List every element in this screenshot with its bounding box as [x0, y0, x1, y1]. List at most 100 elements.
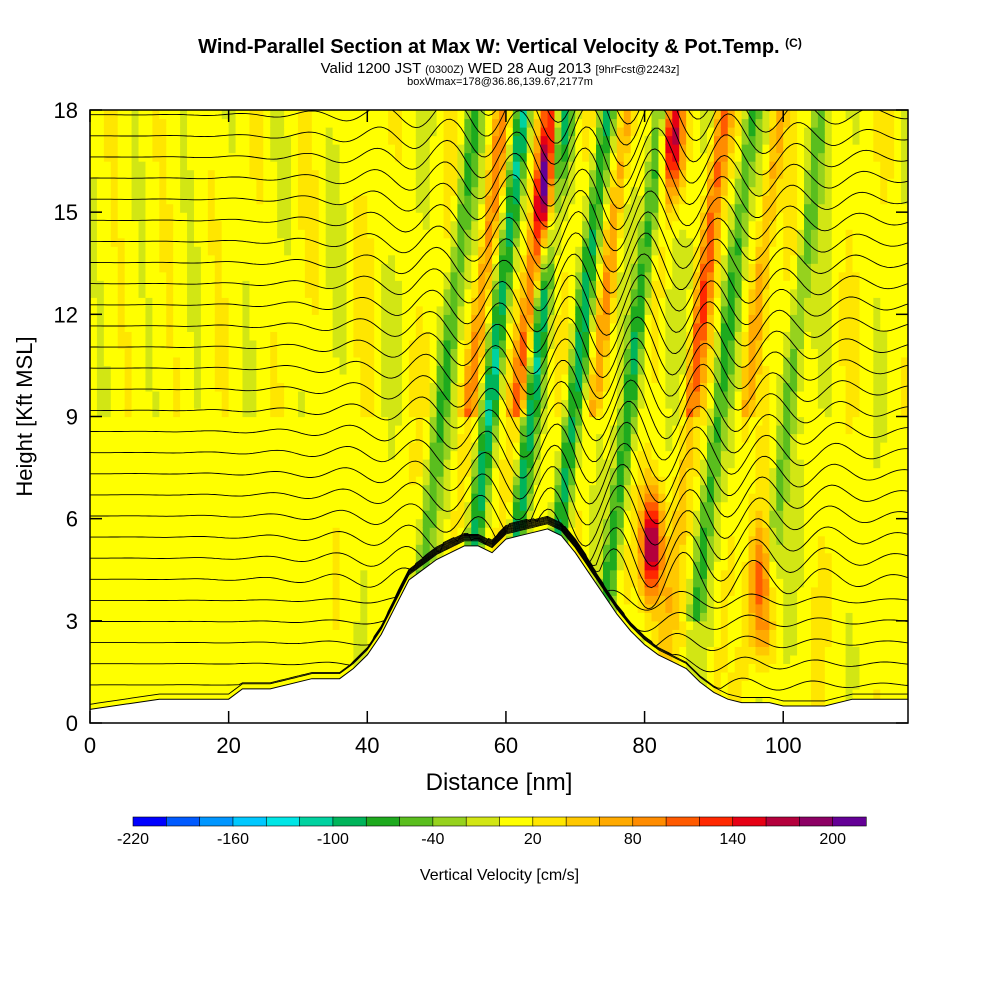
velocity-cell	[450, 416, 459, 426]
velocity-cell	[346, 646, 355, 656]
velocity-cell	[235, 433, 244, 443]
velocity-cell	[263, 263, 271, 273]
velocity-cell	[284, 527, 292, 537]
velocity-cell	[131, 169, 140, 179]
velocity-cell	[103, 212, 112, 222]
velocity-cell	[235, 280, 244, 290]
velocity-cell	[110, 425, 119, 435]
velocity-cell	[270, 663, 278, 673]
velocity-cell	[325, 246, 334, 256]
velocity-cell	[304, 280, 313, 290]
velocity-cell	[117, 459, 126, 469]
velocity-cell	[256, 476, 264, 486]
velocity-cell	[395, 144, 403, 154]
velocity-cell	[96, 348, 105, 358]
velocity-cell	[103, 493, 112, 503]
velocity-cell	[415, 425, 424, 435]
velocity-cell	[360, 288, 368, 298]
velocity-cell	[242, 271, 251, 281]
velocity-cell	[270, 552, 278, 562]
velocity-cell	[492, 339, 500, 349]
velocity-cell	[526, 195, 535, 205]
velocity-cell	[339, 646, 348, 656]
velocity-cell	[263, 484, 271, 494]
velocity-cell	[346, 280, 355, 290]
velocity-cell	[166, 144, 174, 154]
velocity-cell	[339, 518, 348, 528]
velocity-cell	[159, 212, 167, 222]
velocity-cell	[138, 339, 147, 349]
velocity-cell	[249, 612, 257, 622]
velocity-cell	[270, 169, 278, 179]
velocity-cell	[90, 220, 98, 230]
velocity-cell	[110, 322, 119, 332]
velocity-cell	[478, 365, 486, 375]
velocity-cell	[367, 629, 375, 639]
velocity-cell	[561, 459, 569, 469]
velocity-cell	[166, 544, 174, 554]
velocity-cell	[131, 246, 140, 256]
velocity-cell	[284, 399, 292, 409]
velocity-cell	[339, 407, 348, 418]
velocity-cell	[173, 178, 181, 188]
velocity-cell	[526, 161, 535, 171]
velocity-cell	[401, 552, 410, 562]
velocity-cell	[353, 339, 361, 349]
velocity-cell	[499, 152, 507, 162]
velocity-cell	[395, 305, 403, 315]
velocity-cell	[360, 348, 368, 358]
velocity-cell	[277, 365, 285, 375]
velocity-cell	[235, 493, 244, 503]
velocity-cell	[353, 433, 361, 443]
velocity-cell	[270, 135, 278, 145]
velocity-cell	[297, 356, 306, 367]
velocity-cell	[297, 135, 306, 145]
velocity-cell	[443, 186, 452, 196]
velocity-cell	[200, 331, 209, 341]
velocity-cell	[436, 271, 445, 281]
velocity-cell	[561, 518, 569, 528]
velocity-cell	[443, 110, 452, 120]
velocity-cell	[110, 654, 119, 665]
velocity-cell	[304, 161, 313, 171]
velocity-cell	[131, 280, 140, 290]
velocity-cell	[110, 280, 119, 290]
velocity-cell	[332, 254, 341, 264]
velocity-cell	[214, 178, 223, 188]
velocity-cell	[547, 195, 556, 205]
velocity-cell	[415, 407, 424, 418]
velocity-cell	[159, 127, 167, 137]
velocity-cell	[249, 569, 257, 579]
velocity-cell	[291, 229, 299, 239]
velocity-cell	[450, 382, 459, 392]
velocity-cell	[145, 578, 153, 588]
velocity-cell	[360, 501, 368, 511]
velocity-cell	[256, 305, 264, 315]
velocity-cell	[374, 118, 382, 128]
velocity-cell	[429, 322, 438, 332]
velocity-cell	[512, 263, 521, 273]
velocity-cell	[505, 135, 514, 145]
velocity-cell	[187, 510, 195, 520]
velocity-cell	[325, 144, 334, 154]
velocity-cell	[284, 535, 292, 545]
velocity-cell	[381, 561, 389, 571]
velocity-cell	[464, 459, 472, 469]
velocity-cell	[145, 203, 153, 213]
velocity-cell	[291, 663, 299, 673]
velocity-cell	[200, 518, 209, 528]
velocity-cell	[554, 203, 562, 213]
velocity-cell	[547, 280, 556, 290]
velocity-cell	[256, 561, 264, 571]
velocity-cell	[512, 280, 521, 290]
velocity-cell	[173, 425, 181, 435]
velocity-cell	[131, 425, 140, 435]
velocity-cell	[415, 195, 424, 205]
velocity-cell	[256, 586, 264, 596]
velocity-cell	[180, 535, 188, 545]
velocity-cell	[318, 442, 327, 452]
velocity-cell	[200, 663, 209, 673]
velocity-cell	[485, 288, 493, 298]
velocity-cell	[145, 237, 153, 247]
velocity-cell	[117, 620, 126, 630]
